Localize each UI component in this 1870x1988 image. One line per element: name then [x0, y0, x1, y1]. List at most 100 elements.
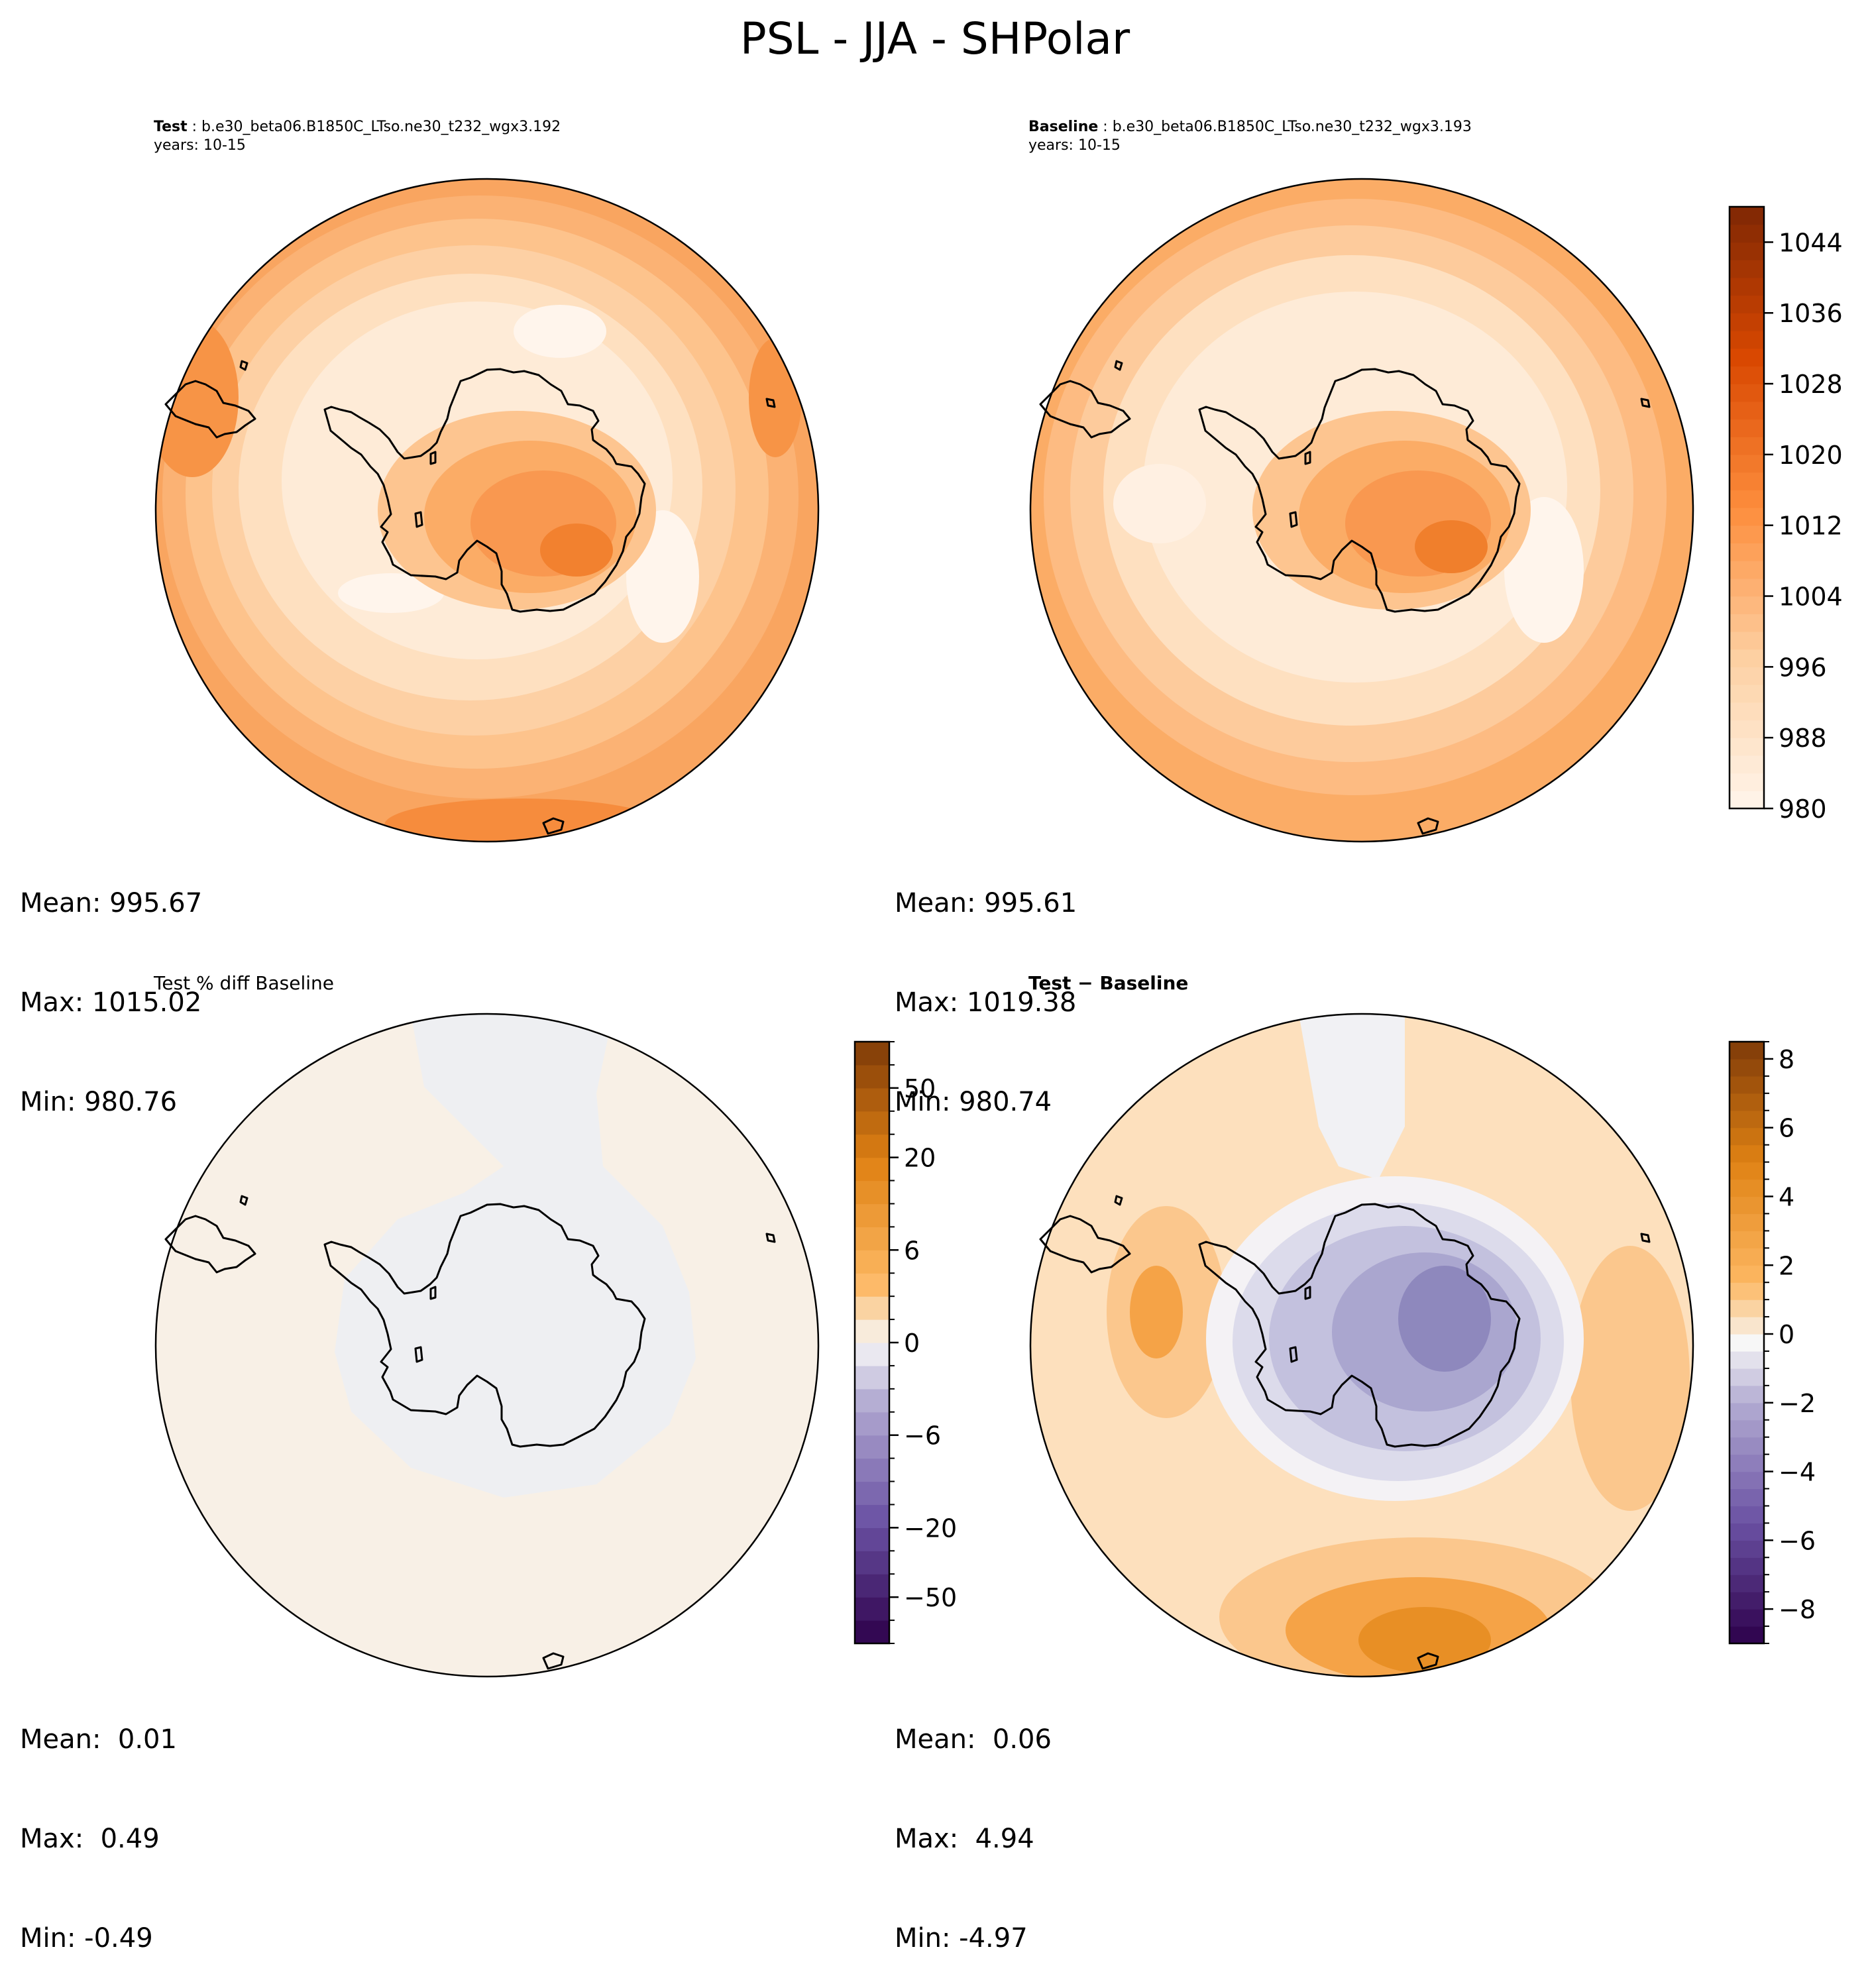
- colorbar-tick-label: −6: [904, 1421, 941, 1451]
- colorbar-segment: [855, 1504, 889, 1528]
- colorbar-tick-label: 1004: [1779, 582, 1843, 612]
- colorbar-segment: [1730, 472, 1764, 490]
- test-field-min2: [338, 573, 444, 613]
- test-field-high-west: [156, 318, 239, 477]
- pctdiff-panel-title: Test % diff Baseline: [154, 972, 335, 994]
- colorbar-tick-label: 988: [1779, 724, 1827, 753]
- colorbar-tick-label: −4: [1779, 1458, 1816, 1487]
- colorbar-segment: [1730, 1213, 1764, 1231]
- colorbar-segment: [1730, 242, 1764, 260]
- colorbar-tick-label: 4: [1779, 1182, 1794, 1211]
- baseline-map-boundary: [1029, 178, 1694, 843]
- pctdiff-min: Min: -0.49: [20, 1923, 153, 1954]
- colorbar-frame: [1728, 205, 1765, 810]
- colorbar-segment: [1730, 720, 1764, 738]
- colorbar-segment: [1730, 1179, 1764, 1197]
- colorbar-segment: [855, 1250, 889, 1274]
- colorbar-frame: [1728, 1040, 1765, 1645]
- colorbar-segment: [855, 1111, 889, 1135]
- colorbar-segment: [855, 1157, 889, 1182]
- colorbar-tick-label: 0: [1779, 1320, 1794, 1349]
- colorbar-segment: [1730, 543, 1764, 561]
- colorbar-segment: [1730, 561, 1764, 579]
- test-min: Min: 980.76: [20, 1087, 178, 1117]
- colorbar-segment: [855, 1227, 889, 1250]
- colorbar-segment: [1730, 1282, 1764, 1300]
- diff-panel-title: Test − Baseline: [1028, 972, 1189, 994]
- diff-map: [1029, 1013, 1694, 1678]
- test-stats: Mean: 995.67 Max: 1015.02 Min: 980.76: [20, 820, 202, 1152]
- colorbar-segment: [1730, 1144, 1764, 1163]
- colorbar-segment: [1730, 1299, 1764, 1317]
- colorbar-tick-label: 996: [1779, 653, 1827, 682]
- colorbar-segment: [855, 1388, 889, 1413]
- diff-map-boundary: [1029, 1013, 1694, 1678]
- colorbar-segment: [1730, 1042, 1764, 1060]
- colorbar-tick-label: 2: [1779, 1251, 1794, 1280]
- colorbar-segment: [1730, 1076, 1764, 1094]
- diff-colorbar: −8 −6 −4 −2 0 2 4 6 8: [1728, 1040, 1816, 1645]
- colorbar-segment: [855, 1203, 889, 1227]
- colorbar-segment: [855, 1435, 889, 1459]
- colorbar-tick-label: 20: [904, 1144, 936, 1173]
- baseline-map: [1029, 178, 1694, 843]
- colorbar-tick-label: 0: [904, 1329, 920, 1358]
- colorbar-segment: [1730, 1265, 1764, 1283]
- diff-min: Min: -4.97: [895, 1923, 1028, 1954]
- colorbar-segment: [1730, 1127, 1764, 1146]
- baseline-field-min2: [1113, 464, 1206, 543]
- colorbar-segment: [1730, 277, 1764, 296]
- figure-title: PSL - JJA - SHPolar: [740, 13, 1130, 64]
- colorbar-tick-label: 1028: [1779, 370, 1843, 399]
- colorbar-tick-label: 1012: [1779, 512, 1843, 541]
- colorbar-tick-label: 980: [1779, 795, 1827, 824]
- colorbar-segment: [1730, 1317, 1764, 1335]
- test-map: [154, 178, 820, 843]
- colorbar-segment: [1730, 1058, 1764, 1077]
- colorbar-segment: [1730, 1385, 1764, 1404]
- colorbar-segment: [1730, 1437, 1764, 1455]
- baseline-stats: Mean: 995.61 Max: 1019.38 Min: 980.74: [895, 820, 1077, 1152]
- colorbar-segment: [1730, 454, 1764, 473]
- baseline-field-ant4: [1415, 520, 1488, 573]
- pctdiff-mean: Mean: 0.01: [20, 1724, 177, 1755]
- diff-field-neutral-band: [1299, 1014, 1405, 1180]
- baseline-case: : b.e30_beta06.B1850C_LTso.ne30_t232_wgx…: [1098, 119, 1472, 135]
- colorbar-segment: [855, 1273, 889, 1297]
- colorbar-segment: [1730, 1540, 1764, 1558]
- colorbar-segment: [855, 1343, 889, 1366]
- colorbar-segment: [1730, 1574, 1764, 1592]
- colorbar-segment: [1730, 773, 1764, 791]
- colorbar-segment: [1730, 631, 1764, 650]
- test-map-boundary: [154, 178, 820, 843]
- colorbar-segment: [1730, 224, 1764, 243]
- colorbar-segment: [1730, 525, 1764, 544]
- test-field-high-east: [749, 338, 802, 457]
- colorbar-segment: [855, 1042, 889, 1066]
- pctdiff-map: [154, 1013, 820, 1678]
- colorbar-tick-label: −8: [1779, 1595, 1816, 1624]
- colorbar-tick-label: 1036: [1779, 299, 1843, 328]
- colorbar-segment: [1730, 1523, 1764, 1541]
- diff-field-pos-east: [1570, 1246, 1690, 1511]
- diff-field-pos-west-core: [1130, 1266, 1183, 1358]
- colorbar-segment: [1730, 755, 1764, 774]
- colorbar-segment: [855, 1527, 889, 1551]
- colorbar-segment: [855, 1134, 889, 1158]
- colorbar-segment: [1730, 1196, 1764, 1215]
- colorbar-segment: [1730, 596, 1764, 614]
- colorbar-segment: [1730, 1471, 1764, 1490]
- colorbar-segment: [1730, 578, 1764, 597]
- diff-field-pos-north-core: [1358, 1607, 1491, 1673]
- colorbar-segment: [855, 1064, 889, 1089]
- colorbar-tick-label: −50: [904, 1583, 957, 1612]
- colorbar-segment: [855, 1458, 889, 1482]
- colorbar-segment: [1730, 437, 1764, 455]
- colorbar-segment: [1730, 1506, 1764, 1523]
- colorbar-segment: [855, 1574, 889, 1598]
- pctdiff-max: Max: 0.49: [20, 1824, 160, 1854]
- colorbar-segment: [1730, 1557, 1764, 1575]
- colorbar-segment: [1730, 649, 1764, 667]
- colorbar-tick-label: 6: [1779, 1114, 1794, 1143]
